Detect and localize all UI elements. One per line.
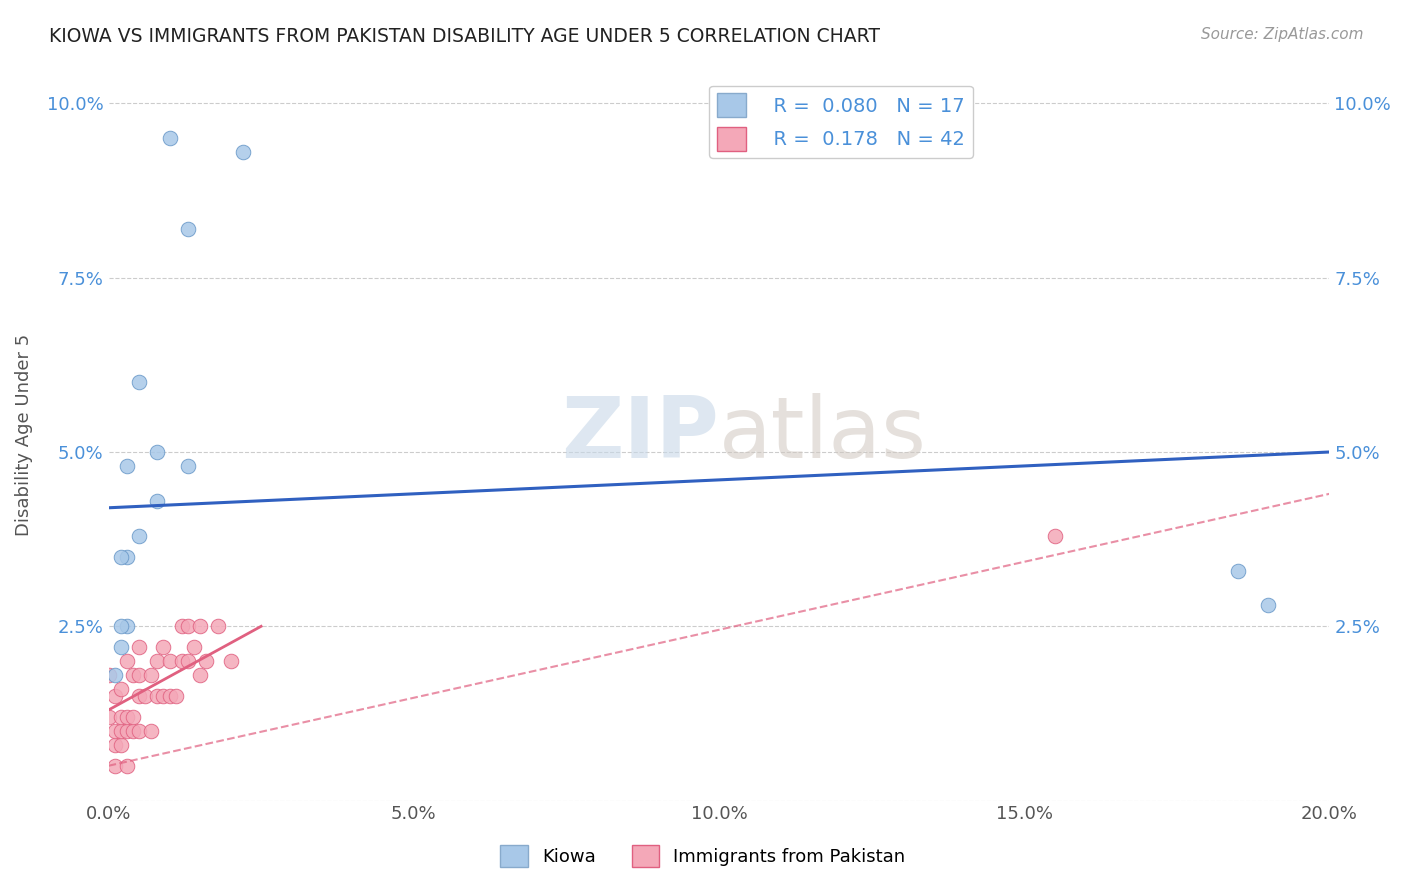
- Point: [146, 654, 169, 668]
- Point: [97, 710, 120, 724]
- Point: [128, 640, 150, 655]
- Point: [128, 529, 150, 543]
- Point: [110, 710, 132, 724]
- Point: [115, 654, 138, 668]
- Legend:   R =  0.080   N = 17,   R =  0.178   N = 42: R = 0.080 N = 17, R = 0.178 N = 42: [709, 86, 973, 158]
- Point: [104, 689, 127, 703]
- Point: [1043, 529, 1066, 543]
- Point: [159, 689, 181, 703]
- Point: [128, 689, 150, 703]
- Text: Source: ZipAtlas.com: Source: ZipAtlas.com: [1201, 27, 1364, 42]
- Point: [134, 689, 156, 703]
- Point: [110, 640, 132, 655]
- Point: [188, 668, 211, 682]
- Point: [110, 619, 132, 633]
- Point: [207, 619, 229, 633]
- Point: [152, 689, 174, 703]
- Point: [141, 668, 163, 682]
- Point: [110, 549, 132, 564]
- Point: [170, 654, 193, 668]
- Point: [104, 668, 127, 682]
- Point: [110, 723, 132, 738]
- Point: [97, 668, 120, 682]
- Point: [104, 738, 127, 752]
- Point: [177, 222, 200, 236]
- Point: [177, 619, 200, 633]
- Legend: Kiowa, Immigrants from Pakistan: Kiowa, Immigrants from Pakistan: [494, 838, 912, 874]
- Point: [104, 723, 127, 738]
- Point: [219, 654, 242, 668]
- Point: [177, 458, 200, 473]
- Point: [128, 723, 150, 738]
- Point: [122, 723, 145, 738]
- Point: [1226, 564, 1249, 578]
- Point: [104, 758, 127, 772]
- Point: [115, 710, 138, 724]
- Point: [115, 723, 138, 738]
- Point: [122, 710, 145, 724]
- Point: [170, 619, 193, 633]
- Text: ZIP: ZIP: [561, 393, 718, 476]
- Point: [128, 668, 150, 682]
- Point: [177, 654, 200, 668]
- Point: [146, 445, 169, 459]
- Point: [188, 619, 211, 633]
- Y-axis label: Disability Age Under 5: Disability Age Under 5: [15, 334, 32, 536]
- Point: [1257, 599, 1279, 613]
- Point: [122, 668, 145, 682]
- Point: [165, 689, 187, 703]
- Point: [110, 681, 132, 696]
- Point: [128, 376, 150, 390]
- Point: [159, 654, 181, 668]
- Point: [115, 549, 138, 564]
- Point: [195, 654, 218, 668]
- Point: [115, 619, 138, 633]
- Point: [141, 723, 163, 738]
- Point: [159, 131, 181, 145]
- Point: [115, 458, 138, 473]
- Point: [146, 493, 169, 508]
- Point: [115, 758, 138, 772]
- Point: [183, 640, 205, 655]
- Text: KIOWA VS IMMIGRANTS FROM PAKISTAN DISABILITY AGE UNDER 5 CORRELATION CHART: KIOWA VS IMMIGRANTS FROM PAKISTAN DISABI…: [49, 27, 880, 45]
- Point: [152, 640, 174, 655]
- Point: [232, 145, 254, 160]
- Point: [146, 689, 169, 703]
- Point: [110, 738, 132, 752]
- Text: atlas: atlas: [718, 393, 927, 476]
